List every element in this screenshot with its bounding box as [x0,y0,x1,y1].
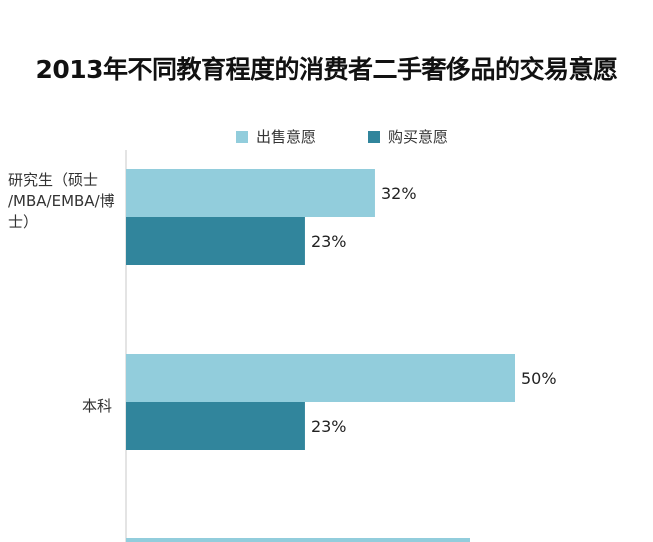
legend-item-sell: 出售意愿 [236,126,316,147]
legend-swatch-sell [236,130,248,143]
category-label-line: 本科 [82,397,113,415]
data-label-sell-1: 50% [521,369,557,388]
data-label-sell-0: 32% [381,184,417,203]
category-label-graduate: 研究生（硕士 /MBA/EMBA/博 士） [8,170,126,233]
legend: 出售意愿 购买意愿 [236,126,500,147]
bar-buy-1 [126,402,305,450]
bar-sell-0 [126,169,375,217]
bar-sell-1 [126,354,515,402]
data-label-buy-1: 23% [311,417,347,436]
legend-label-sell: 出售意愿 [256,128,317,146]
legend-swatch-buy [368,130,381,143]
category-label-undergraduate: 本科 [82,396,132,417]
legend-item-buy: 购买意愿 [368,126,448,147]
category-label-line: 研究生（硕士 [8,171,99,189]
category-label-line: /MBA/EMBA/博 [8,192,115,210]
category-label-line: 士） [8,213,39,231]
bar-sell-partial [126,538,470,542]
legend-label-buy: 购买意愿 [388,128,449,146]
data-label-buy-0: 23% [311,232,347,251]
chart-title: 2013年不同教育程度的消费者二手奢侈品的交易意愿 [35,55,618,84]
bar-buy-0 [126,217,305,265]
